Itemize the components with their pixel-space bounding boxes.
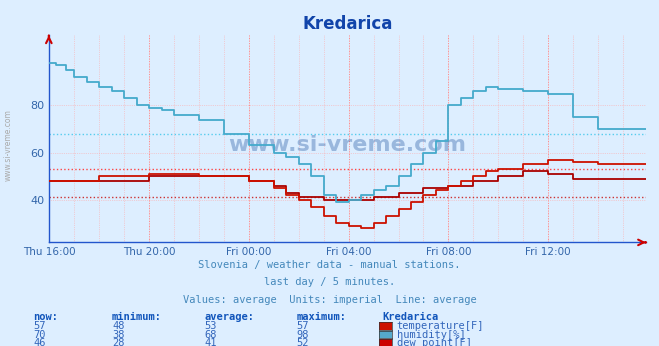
Text: humidity[%]: humidity[%]: [397, 330, 465, 340]
Text: www.si-vreme.com: www.si-vreme.com: [3, 109, 13, 181]
Text: 57: 57: [33, 321, 45, 331]
Text: 46: 46: [33, 338, 45, 346]
Text: 41: 41: [204, 338, 217, 346]
Text: 57: 57: [297, 321, 309, 331]
Text: 70: 70: [33, 330, 45, 340]
Text: 68: 68: [204, 330, 217, 340]
Text: dew point[F]: dew point[F]: [397, 338, 472, 346]
Text: 53: 53: [204, 321, 217, 331]
Text: www.si-vreme.com: www.si-vreme.com: [229, 135, 467, 155]
Text: temperature[F]: temperature[F]: [397, 321, 484, 331]
Text: last day / 5 minutes.: last day / 5 minutes.: [264, 277, 395, 288]
Title: Kredarica: Kredarica: [302, 15, 393, 33]
Text: Kredarica: Kredarica: [382, 312, 438, 322]
Text: Slovenia / weather data - manual stations.: Slovenia / weather data - manual station…: [198, 260, 461, 270]
Text: maximum:: maximum:: [297, 312, 347, 322]
Text: average:: average:: [204, 312, 254, 322]
Text: 38: 38: [112, 330, 125, 340]
Text: 28: 28: [112, 338, 125, 346]
Text: now:: now:: [33, 312, 58, 322]
Text: minimum:: minimum:: [112, 312, 162, 322]
Text: 98: 98: [297, 330, 309, 340]
Text: 48: 48: [112, 321, 125, 331]
Text: Values: average  Units: imperial  Line: average: Values: average Units: imperial Line: av…: [183, 295, 476, 305]
Text: 52: 52: [297, 338, 309, 346]
